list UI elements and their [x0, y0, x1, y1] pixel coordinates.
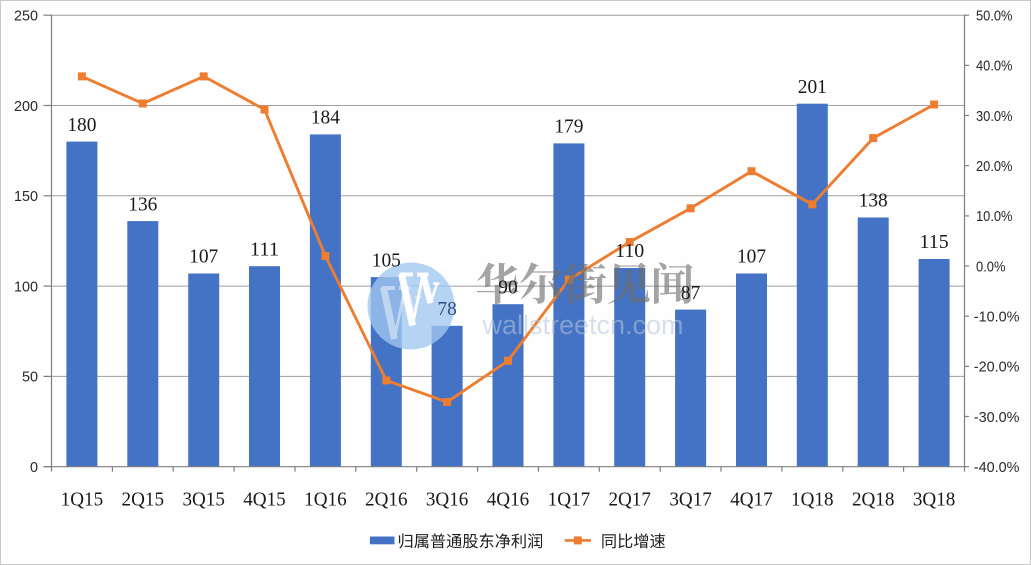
svg-text:107: 107 [737, 246, 766, 268]
svg-text:111: 111 [250, 238, 279, 260]
svg-text:2Q15: 2Q15 [122, 488, 165, 510]
svg-text:250: 250 [14, 8, 38, 25]
svg-text:100: 100 [14, 278, 38, 295]
svg-text:50: 50 [22, 369, 38, 386]
svg-text:1Q16: 1Q16 [304, 488, 347, 510]
svg-text:136: 136 [128, 193, 157, 215]
svg-text:1Q15: 1Q15 [61, 488, 104, 510]
svg-text:115: 115 [920, 231, 949, 253]
svg-text:4Q17: 4Q17 [730, 488, 773, 510]
svg-text:-10.0%: -10.0% [974, 309, 1020, 326]
svg-text:-20.0%: -20.0% [974, 359, 1020, 376]
svg-text:87: 87 [681, 282, 700, 304]
svg-text:184: 184 [311, 107, 340, 129]
svg-text:2Q17: 2Q17 [608, 488, 651, 510]
svg-text:0.0%: 0.0% [976, 258, 1006, 275]
svg-text:105: 105 [372, 249, 401, 271]
svg-text:20.0%: 20.0% [976, 158, 1013, 175]
svg-text:wallstreetcn.com: wallstreetcn.com [481, 310, 683, 340]
svg-text:180: 180 [67, 114, 96, 136]
svg-text:138: 138 [859, 190, 888, 212]
svg-text:40.0%: 40.0% [976, 58, 1013, 75]
svg-text:150: 150 [14, 188, 38, 205]
svg-text:110: 110 [615, 240, 644, 262]
svg-text:3Q16: 3Q16 [426, 488, 469, 510]
svg-text:1Q18: 1Q18 [791, 488, 834, 510]
svg-text:90: 90 [498, 276, 517, 298]
svg-text:1Q17: 1Q17 [548, 488, 591, 510]
svg-text:179: 179 [554, 116, 583, 138]
svg-text:201: 201 [798, 76, 827, 98]
svg-text:107: 107 [189, 246, 218, 268]
svg-text:-30.0%: -30.0% [974, 409, 1020, 426]
svg-text:0: 0 [30, 459, 38, 476]
svg-text:4Q16: 4Q16 [487, 488, 530, 510]
svg-text:3Q15: 3Q15 [182, 488, 225, 510]
svg-text:200: 200 [14, 98, 38, 115]
svg-text:3Q17: 3Q17 [669, 488, 712, 510]
svg-text:10.0%: 10.0% [976, 208, 1013, 225]
svg-text:3Q18: 3Q18 [913, 488, 956, 510]
svg-text:78: 78 [437, 298, 456, 320]
svg-text:2Q16: 2Q16 [365, 488, 408, 510]
svg-text:-40.0%: -40.0% [974, 459, 1020, 476]
svg-text:4Q15: 4Q15 [243, 488, 286, 510]
svg-text:2Q18: 2Q18 [852, 488, 895, 510]
svg-text:50.0%: 50.0% [976, 8, 1013, 25]
svg-text:30.0%: 30.0% [976, 108, 1013, 125]
